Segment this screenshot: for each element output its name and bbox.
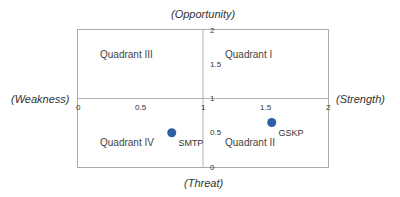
svg-text:(Threat): (Threat) xyxy=(184,177,223,189)
svg-text:1: 1 xyxy=(210,94,215,103)
svg-text:0: 0 xyxy=(210,163,215,172)
svg-text:0.5: 0.5 xyxy=(210,128,222,137)
svg-text:2: 2 xyxy=(326,103,331,112)
svg-text:Quadrant IV: Quadrant IV xyxy=(100,137,154,148)
svg-text:(Strength): (Strength) xyxy=(336,93,385,105)
svg-text:Quadrant I: Quadrant I xyxy=(225,49,272,60)
svg-text:0: 0 xyxy=(76,103,81,112)
svg-text:SMTP: SMTP xyxy=(178,138,203,148)
svg-text:Quadrant III: Quadrant III xyxy=(100,49,153,60)
svg-text:(Opportunity): (Opportunity) xyxy=(171,8,236,20)
svg-text:0.5: 0.5 xyxy=(135,103,147,112)
svg-text:GSKP: GSKP xyxy=(278,128,303,138)
svg-text:1.5: 1.5 xyxy=(260,103,272,112)
svg-text:Quadrant II: Quadrant II xyxy=(225,137,275,148)
svg-text:1.5: 1.5 xyxy=(210,60,222,69)
svg-text:1: 1 xyxy=(201,103,206,112)
svg-text:(Weakness): (Weakness) xyxy=(11,93,70,105)
svg-text:2: 2 xyxy=(210,26,215,35)
